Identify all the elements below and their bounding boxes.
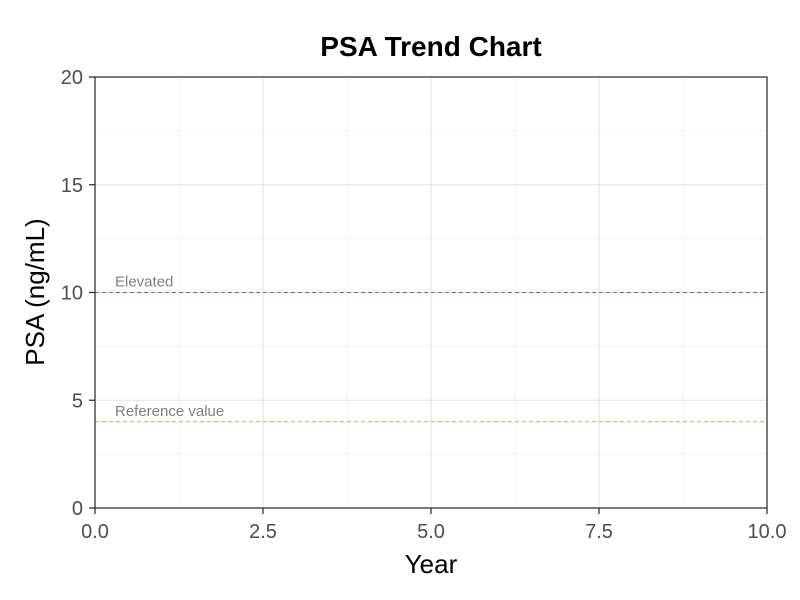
x-tick-label: 0.0 <box>81 521 109 543</box>
reference-line-label: Elevated <box>115 274 173 291</box>
x-axis-label: Year <box>405 549 458 579</box>
axes <box>89 76 768 514</box>
x-tick-label: 2.5 <box>249 521 277 543</box>
y-tick-label: 10 <box>61 283 83 305</box>
y-tick-label: 15 <box>61 175 83 197</box>
y-axis-label: PSA (ng/mL) <box>20 218 50 365</box>
reference-lines: Elevated Reference value <box>95 274 767 423</box>
reference-line-label: Reference value <box>115 403 224 420</box>
x-tick-label: 5.0 <box>417 521 445 543</box>
tick-labels: 0.0 2.5 5.0 7.5 10.0 0 5 10 15 20 <box>61 67 787 543</box>
chart-title: PSA Trend Chart <box>320 31 541 62</box>
y-tick-label: 5 <box>72 390 83 412</box>
y-tick-label: 0 <box>72 498 83 520</box>
x-tick-label: 10.0 <box>748 521 787 543</box>
x-tick-label: 7.5 <box>585 521 613 543</box>
y-tick-label: 20 <box>61 67 83 89</box>
